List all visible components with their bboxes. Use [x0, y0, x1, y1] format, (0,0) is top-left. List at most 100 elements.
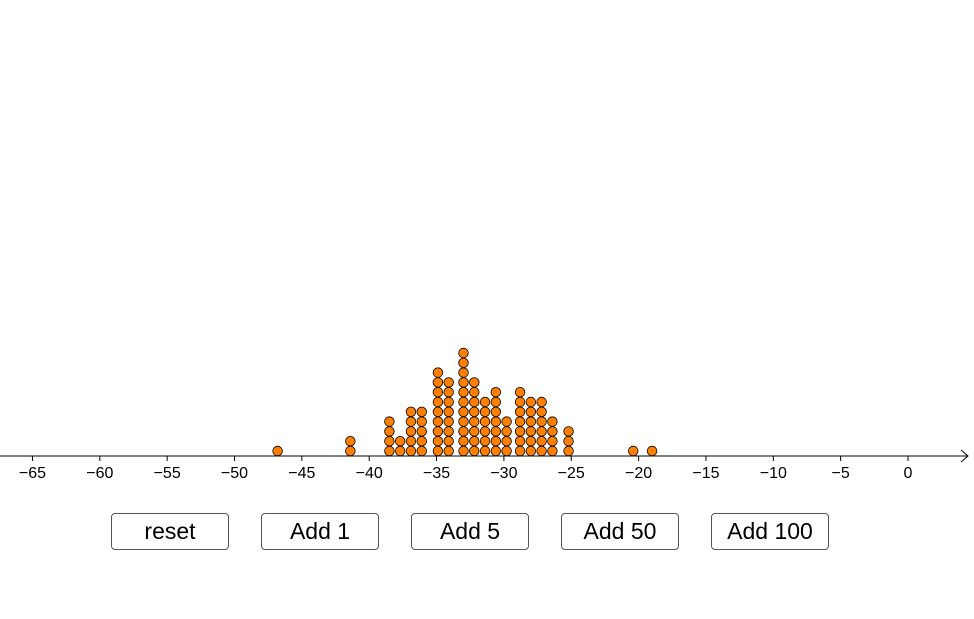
- data-dot: [384, 416, 395, 427]
- data-dot: [469, 436, 480, 447]
- data-dot: [479, 396, 491, 408]
- x-tick-label: −15: [692, 465, 719, 482]
- data-dot: [432, 387, 444, 398]
- data-dot: [536, 445, 547, 457]
- data-dot: [628, 445, 639, 457]
- data-dot: [458, 426, 469, 437]
- data-dot: [479, 416, 491, 427]
- data-dot: [490, 387, 502, 398]
- data-dot: [432, 426, 444, 437]
- data-dot: [514, 426, 526, 437]
- data-dot: [443, 396, 454, 408]
- data-dot: [563, 436, 574, 447]
- x-tick-label: −20: [625, 465, 652, 482]
- data-dot: [469, 445, 480, 457]
- data-dot: [469, 426, 480, 437]
- add-5-button[interactable]: Add 5: [411, 513, 529, 550]
- data-dot: [525, 416, 537, 427]
- x-tick-label: −40: [356, 465, 383, 482]
- data-dot: [469, 396, 480, 408]
- add-1-button[interactable]: Add 1: [261, 513, 379, 550]
- data-dot: [514, 416, 526, 427]
- data-dot: [458, 367, 469, 378]
- data-dot: [272, 445, 283, 457]
- data-dot: [458, 357, 469, 369]
- data-dot: [525, 426, 537, 437]
- x-axis-ticks: −65 −60 −55 −50 −45 −40 −35 −30 −25 −20 −15 −10 −5 0: [19, 456, 913, 482]
- data-dot: [479, 406, 491, 418]
- data-dot: [432, 396, 444, 408]
- data-dot: [514, 445, 526, 457]
- data-dot: [443, 445, 454, 457]
- data-dot: [384, 445, 395, 457]
- data-dot: [525, 396, 537, 408]
- data-dot: [469, 377, 480, 388]
- data-dot: [501, 445, 512, 457]
- data-dot: [405, 436, 417, 447]
- data-dot: [432, 406, 444, 418]
- data-dot: [525, 445, 537, 457]
- data-dot: [394, 445, 406, 457]
- data-dot: [490, 396, 502, 408]
- add-50-button[interactable]: Add 50: [561, 513, 679, 550]
- data-dot: [563, 426, 574, 437]
- data-dot: [443, 387, 454, 398]
- reset-button[interactable]: reset: [111, 513, 229, 550]
- data-dot: [563, 445, 574, 457]
- data-dot: [416, 445, 427, 457]
- data-dot: [646, 445, 658, 457]
- data-dot: [443, 436, 454, 447]
- data-dot: [458, 387, 469, 398]
- x-tick-label: −45: [288, 465, 315, 482]
- data-dot: [458, 377, 469, 388]
- data-dot: [443, 377, 454, 388]
- data-dot: [479, 445, 491, 457]
- x-tick-label: −25: [558, 465, 585, 482]
- data-dot: [443, 406, 454, 418]
- x-tick-label: −35: [423, 465, 450, 482]
- data-dot: [536, 416, 547, 427]
- data-dot: [479, 426, 491, 437]
- data-dot: [469, 387, 480, 398]
- data-dot: [501, 436, 512, 447]
- data-dot: [490, 436, 502, 447]
- data-dot: [458, 347, 469, 359]
- data-dot: [547, 426, 558, 437]
- x-tick-label: −10: [760, 465, 787, 482]
- x-tick-label: 0: [904, 465, 913, 482]
- data-dot: [432, 436, 444, 447]
- data-dot: [514, 387, 526, 398]
- data-dot: [469, 406, 480, 418]
- data-dot: [490, 445, 502, 457]
- data-dot: [432, 416, 444, 427]
- data-dot: [514, 436, 526, 447]
- data-dot: [458, 396, 469, 408]
- data-dot: [536, 426, 547, 437]
- data-dot: [525, 406, 537, 418]
- add-100-button[interactable]: Add 100: [711, 513, 829, 550]
- data-dot: [547, 445, 558, 457]
- data-dot: [432, 367, 444, 378]
- data-dot: [405, 445, 417, 457]
- data-dot: [469, 416, 480, 427]
- data-dot: [345, 445, 356, 457]
- data-dot: [490, 406, 502, 418]
- data-dot: [458, 445, 469, 457]
- data-dot: [536, 436, 547, 447]
- data-dot: [416, 436, 427, 447]
- data-dot: [384, 436, 395, 447]
- x-tick-label: −60: [86, 465, 113, 482]
- x-tick-label: −55: [154, 465, 181, 482]
- data-dot: [501, 426, 512, 437]
- data-dot: [458, 406, 469, 418]
- x-tick-label: −50: [221, 465, 248, 482]
- data-dot: [405, 416, 417, 427]
- data-dot: [490, 416, 502, 427]
- data-dot: [416, 406, 427, 418]
- data-dot: [432, 377, 444, 388]
- data-dot: [443, 426, 454, 437]
- x-tick-label: −30: [490, 465, 517, 482]
- data-dot: [394, 436, 406, 447]
- data-dot: [536, 396, 547, 408]
- data-dot: [501, 416, 512, 427]
